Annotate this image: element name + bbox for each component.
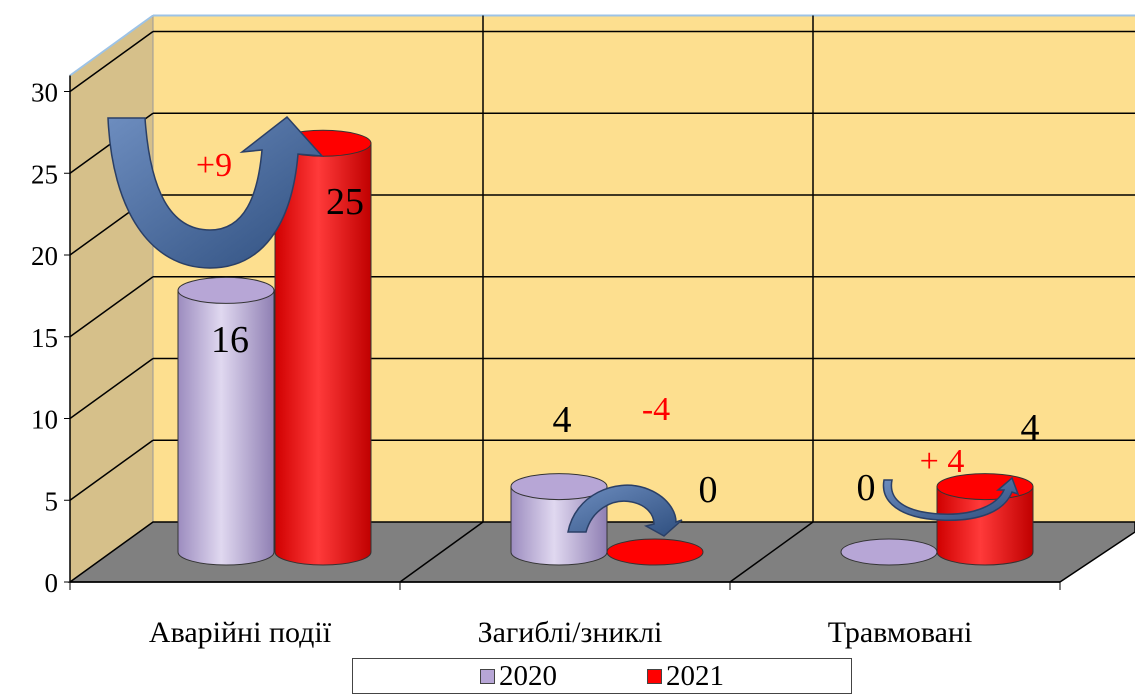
annotation-label: +9 [196, 147, 232, 184]
x-tick-label: Загиблі/зниклі [478, 616, 663, 649]
x-tick-label: Аварійні події [149, 616, 332, 649]
floor-divider [729, 521, 814, 583]
bar-body [177, 289, 275, 566]
data-label-2020: 16 [211, 319, 249, 361]
side-wall [69, 14, 154, 583]
y-tick-label: 30 [31, 78, 58, 108]
down-arrow-deceased [567, 484, 683, 537]
side-wall-top-edge [69, 14, 154, 77]
change-arrows: +9 -4 + 4 [107, 115, 1020, 537]
y-tick-label: 20 [31, 241, 58, 271]
y-tick-label: 5 [45, 486, 59, 516]
y-tick-label: 10 [31, 405, 58, 435]
bars [177, 129, 1034, 566]
bar-body [274, 142, 372, 566]
data-label-2020: 0 [857, 467, 876, 509]
bar-top [510, 473, 608, 501]
data-label-2020: 4 [553, 399, 572, 441]
bar-2020-1 [510, 473, 608, 566]
annotation-label: + 4 [920, 443, 965, 480]
data-label-2021: 0 [699, 469, 718, 511]
x-tick-label: Травмовані [828, 616, 973, 649]
bar-base [606, 538, 704, 566]
legend: 2020 2021 [352, 658, 852, 694]
legend-label-2021: 2021 [666, 659, 724, 692]
bar-base [840, 538, 938, 566]
y-tick-label: 0 [45, 568, 59, 598]
legend-label-2020: 2020 [499, 659, 557, 692]
y-tick-label: 25 [31, 159, 58, 189]
gridline-side [69, 276, 154, 338]
data-label-2021: 4 [1021, 407, 1040, 449]
data-label-2021: 25 [326, 181, 364, 223]
annotation-label: -4 [642, 391, 670, 428]
floor-divider [399, 521, 484, 583]
up-arrow-injured [882, 476, 1020, 521]
data-labels: 16 4 0 25 0 4 [211, 181, 1040, 511]
gridline-side [69, 357, 154, 420]
y-tick-label: 15 [31, 323, 58, 353]
bar-body [936, 486, 1034, 566]
bar-2021-1 [606, 538, 704, 566]
gridline-side [69, 30, 154, 93]
bar-top [177, 276, 275, 304]
axes: 0 5 10 15 20 25 30 Аварійні події Загиблі/зниклі… [31, 75, 1061, 649]
gridline-side [69, 439, 154, 501]
legend-swatch-2021 [647, 668, 662, 684]
legend-item-2020: 2020 [480, 660, 557, 693]
up-arrow-aviation [107, 115, 324, 269]
legend-item-2021: 2021 [647, 660, 724, 693]
bar-2020-0 [177, 276, 275, 566]
legend-swatch-2020 [480, 668, 495, 684]
bar-2020-2 [840, 538, 938, 566]
